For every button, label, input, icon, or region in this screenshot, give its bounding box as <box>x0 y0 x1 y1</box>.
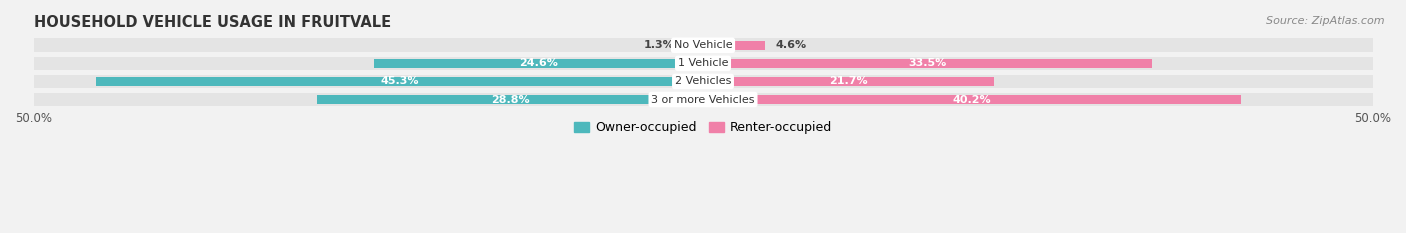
Text: 33.5%: 33.5% <box>908 58 946 68</box>
Text: HOUSEHOLD VEHICLE USAGE IN FRUITVALE: HOUSEHOLD VEHICLE USAGE IN FRUITVALE <box>34 15 391 30</box>
Text: 2 Vehicles: 2 Vehicles <box>675 76 731 86</box>
Bar <box>34 75 1372 88</box>
Bar <box>703 95 1241 104</box>
Bar <box>97 77 703 86</box>
Bar <box>686 41 703 50</box>
Text: No Vehicle: No Vehicle <box>673 40 733 50</box>
Text: Source: ZipAtlas.com: Source: ZipAtlas.com <box>1267 16 1385 26</box>
Text: 21.7%: 21.7% <box>830 76 868 86</box>
Bar <box>34 93 1372 106</box>
Bar <box>34 38 1372 52</box>
Bar <box>703 41 765 50</box>
Bar <box>374 59 703 68</box>
Text: 1.3%: 1.3% <box>644 40 675 50</box>
Text: 1 Vehicle: 1 Vehicle <box>678 58 728 68</box>
Text: 4.6%: 4.6% <box>775 40 807 50</box>
Text: 3 or more Vehicles: 3 or more Vehicles <box>651 95 755 105</box>
Legend: Owner-occupied, Renter-occupied: Owner-occupied, Renter-occupied <box>568 116 838 139</box>
Text: 40.2%: 40.2% <box>953 95 991 105</box>
Text: 45.3%: 45.3% <box>381 76 419 86</box>
Bar <box>703 59 1152 68</box>
Bar <box>34 57 1372 70</box>
Text: 28.8%: 28.8% <box>491 95 530 105</box>
Text: 24.6%: 24.6% <box>519 58 558 68</box>
Bar <box>318 95 703 104</box>
Bar <box>703 77 994 86</box>
